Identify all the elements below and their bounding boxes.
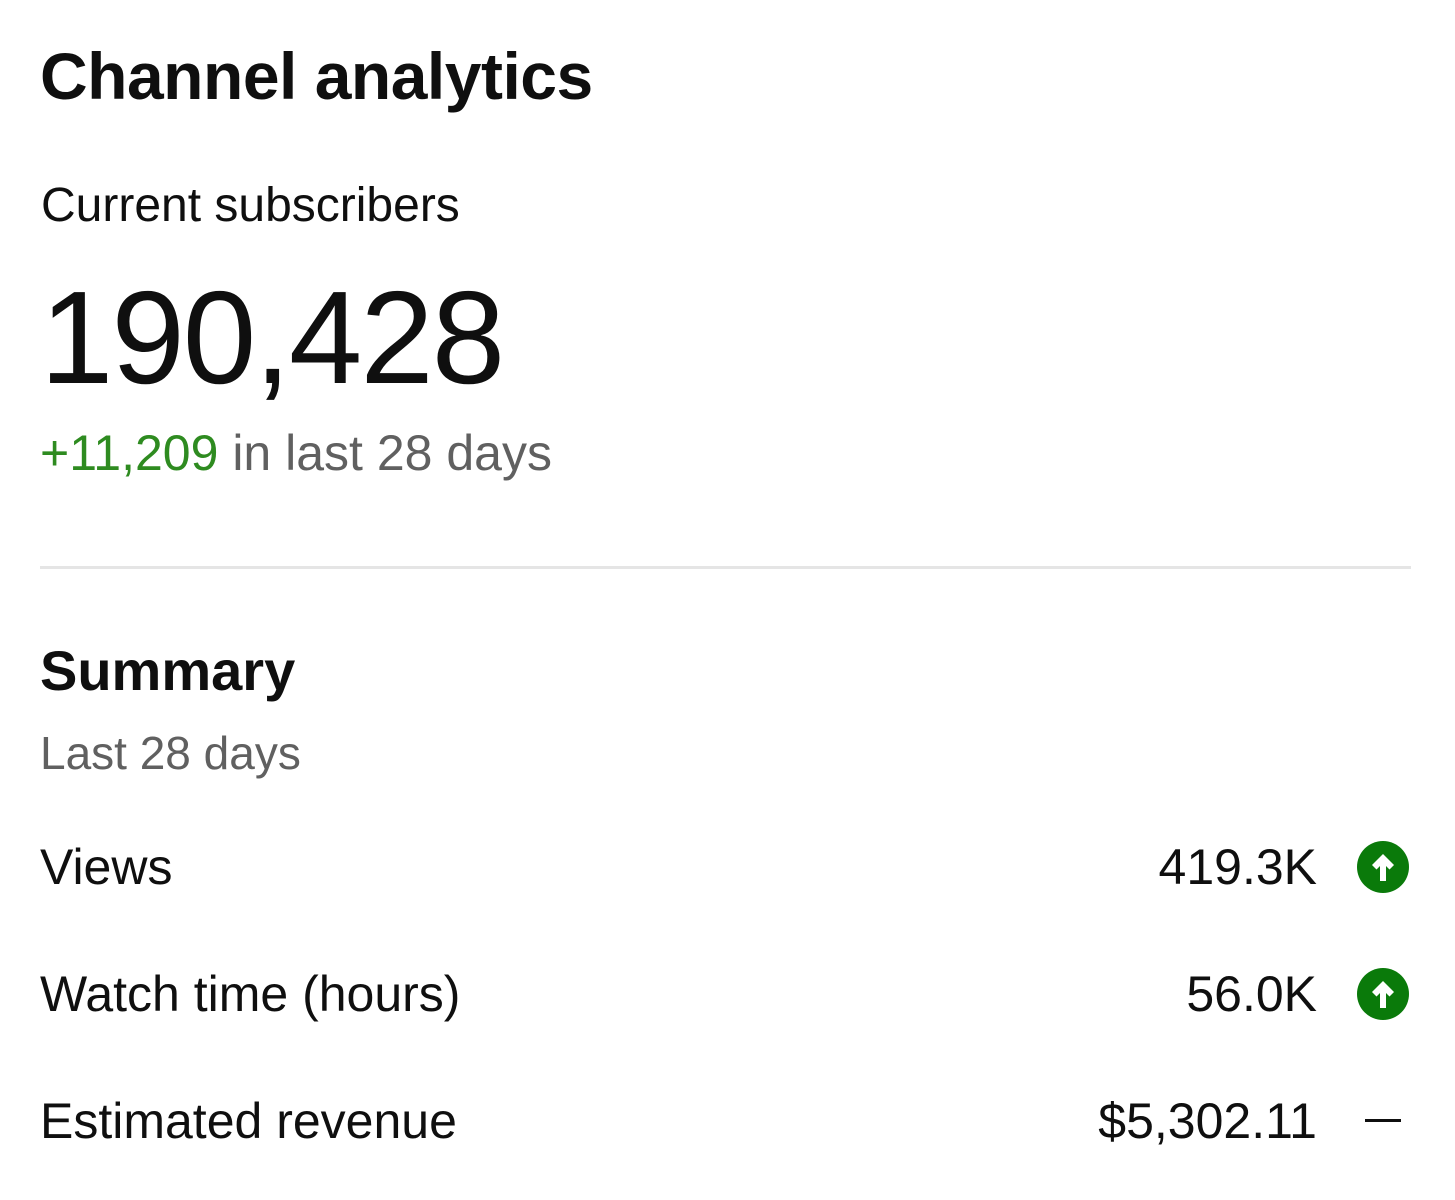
metric-value: 419.3K <box>1158 839 1317 895</box>
summary-period: Last 28 days <box>40 727 301 779</box>
subscribers-change-period: in last 28 days <box>218 425 552 481</box>
subscribers-change: +11,209 in last 28 days <box>40 424 552 482</box>
arrow-up-circle-icon <box>1355 966 1411 1022</box>
metric-label: Views <box>40 839 173 895</box>
metric-label: Watch time (hours) <box>40 966 461 1022</box>
metric-row-watch-time[interactable]: Watch time (hours) 56.0K <box>40 959 1411 1029</box>
subscribers-gain: +11,209 <box>40 425 219 481</box>
metric-value: 56.0K <box>1186 966 1317 1022</box>
metric-value: $5,302.11 <box>1098 1093 1317 1149</box>
metric-row-views[interactable]: Views 419.3K <box>40 832 1411 902</box>
card-title: Channel analytics <box>40 39 593 113</box>
summary-title: Summary <box>40 639 296 702</box>
metric-label: Estimated revenue <box>40 1093 457 1149</box>
section-divider <box>40 566 1411 569</box>
metric-row-estimated-revenue[interactable]: Estimated revenue $5,302.11 <box>40 1086 1411 1156</box>
arrow-up-circle-icon <box>1355 839 1411 895</box>
dash-icon <box>1355 1093 1411 1149</box>
current-subscribers-label: Current subscribers <box>41 179 460 232</box>
current-subscribers-count: 190,428 <box>40 264 505 411</box>
